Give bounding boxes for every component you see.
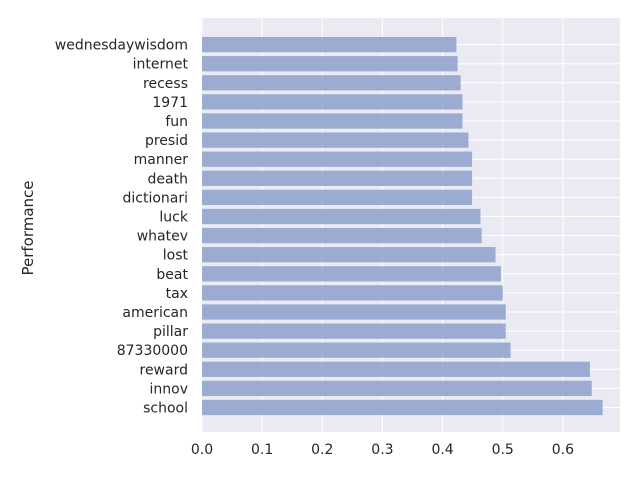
y-tick-label: manner [134, 152, 189, 168]
y-tick-label: death [148, 171, 188, 187]
x-tick-label: 0.0 [191, 442, 213, 458]
y-tick-label: tax [166, 286, 188, 302]
bar-luck [202, 208, 481, 225]
x-tick-label: 0.1 [251, 442, 273, 458]
y-tick-label: school [143, 401, 188, 417]
bar-manner [202, 151, 473, 167]
bar-1971 [202, 94, 463, 110]
y-tick-label: reward [140, 362, 189, 378]
y-tick-label: beat [156, 267, 188, 283]
x-tick-label: 0.6 [552, 442, 574, 458]
y-tick-label: pillar [153, 324, 188, 340]
y-tick-label: whatev [137, 229, 188, 245]
x-tick-label: 0.2 [311, 442, 333, 458]
bar-tax [202, 285, 503, 301]
y-tick-label: 87330000 [117, 343, 188, 359]
y-tick-label: fun [165, 114, 188, 130]
bar-fun [202, 113, 463, 129]
y-tick-label: innov [150, 381, 189, 397]
x-tick-label: 0.5 [492, 442, 514, 458]
y-tick-label: luck [159, 210, 188, 226]
bar-pillar [202, 323, 506, 339]
bar-reward [202, 361, 590, 377]
bar-wednesdaywisdom [202, 36, 457, 53]
y-tick-label: lost [163, 248, 189, 264]
bar-beat [202, 266, 501, 282]
y-tick-label: internet [133, 57, 189, 73]
bar-death [202, 170, 473, 186]
bars [202, 36, 603, 416]
bar-presid [202, 132, 469, 148]
y-tick-label: recess [143, 76, 188, 92]
bar-dictionari [202, 189, 473, 206]
bar-recess [202, 75, 461, 91]
y-tick-label: presid [145, 133, 188, 149]
y-tick-label: 1971 [152, 95, 188, 111]
y-tick-label: dictionari [122, 190, 188, 206]
y-tick-label: wednesdaywisdom [55, 38, 188, 54]
bar-american [202, 304, 506, 320]
y-axis-label: Performance [19, 180, 37, 275]
y-tick-label: american [122, 305, 188, 321]
x-tick-label: 0.4 [431, 442, 453, 458]
bar-school [202, 399, 603, 416]
x-tick-label: 0.3 [371, 442, 393, 458]
bar-innov [202, 380, 592, 397]
bar-whatev [202, 227, 482, 244]
bar-87330000 [202, 342, 511, 358]
bar-internet [202, 56, 458, 72]
bar-lost [202, 247, 496, 263]
